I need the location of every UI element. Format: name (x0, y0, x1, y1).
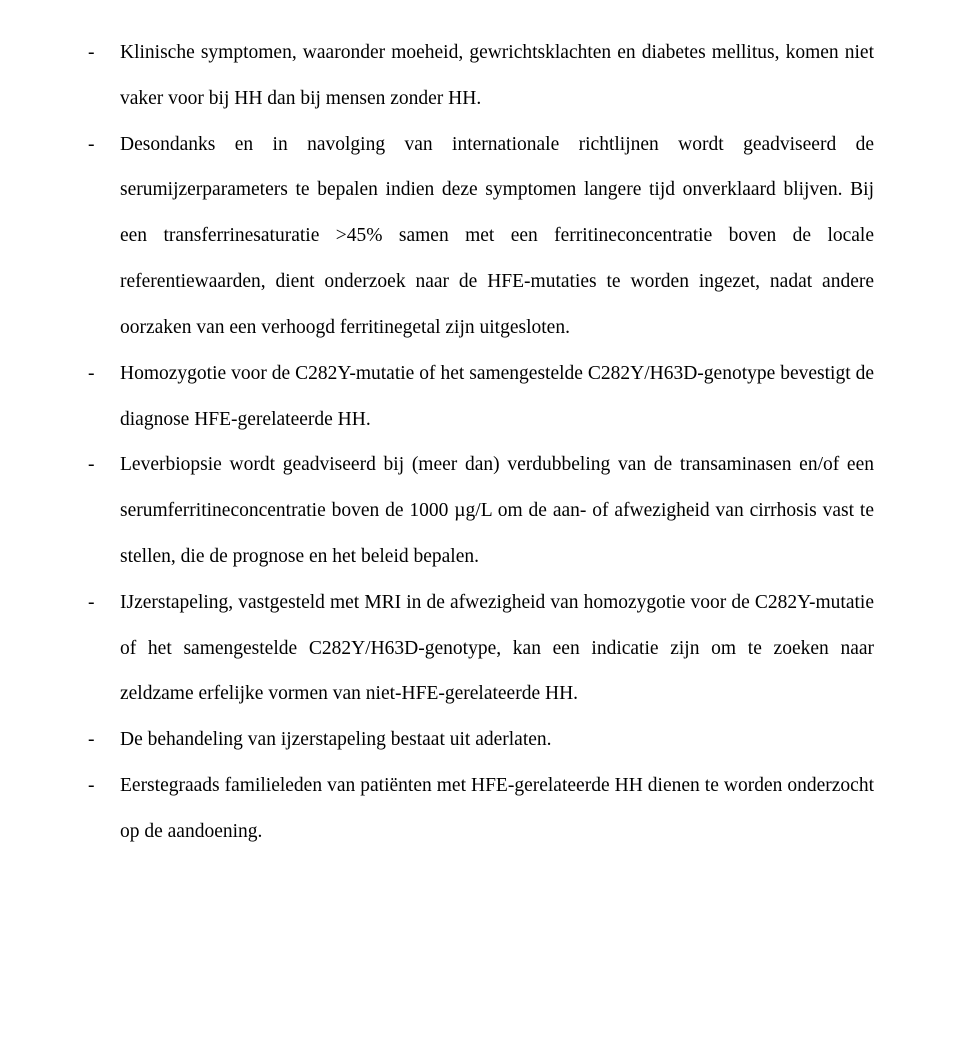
list-item: - Homozygotie voor de C282Y-mutatie of h… (86, 351, 874, 443)
list-item-text: Leverbiopsie wordt geadviseerd bij (meer… (120, 442, 874, 579)
list-marker: - (86, 763, 120, 855)
list-marker: - (86, 717, 120, 763)
list-item: - Leverbiopsie wordt geadviseerd bij (me… (86, 442, 874, 579)
list-item: - De behandeling van ijzerstapeling best… (86, 717, 874, 763)
list-item-text: De behandeling van ijzerstapeling bestaa… (120, 717, 874, 763)
list-item-text: Homozygotie voor de C282Y-mutatie of het… (120, 351, 874, 443)
list-marker: - (86, 351, 120, 443)
list-item-text: IJzerstapeling, vastgesteld met MRI in d… (120, 580, 874, 717)
list-marker: - (86, 580, 120, 717)
list-item: - Desondanks en in navolging van interna… (86, 122, 874, 351)
list-item-text: Desondanks en in navolging van internati… (120, 122, 874, 351)
list-marker: - (86, 122, 120, 351)
list-marker: - (86, 30, 120, 122)
list-item-text: Klinische symptomen, waaronder moeheid, … (120, 30, 874, 122)
list-item: - Klinische symptomen, waaronder moeheid… (86, 30, 874, 122)
list-marker: - (86, 442, 120, 579)
list-item-text: Eerstegraads familieleden van patiënten … (120, 763, 874, 855)
document-body: - Klinische symptomen, waaronder moeheid… (86, 30, 874, 855)
list-item: - IJzerstapeling, vastgesteld met MRI in… (86, 580, 874, 717)
list-item: - Eerstegraads familieleden van patiënte… (86, 763, 874, 855)
